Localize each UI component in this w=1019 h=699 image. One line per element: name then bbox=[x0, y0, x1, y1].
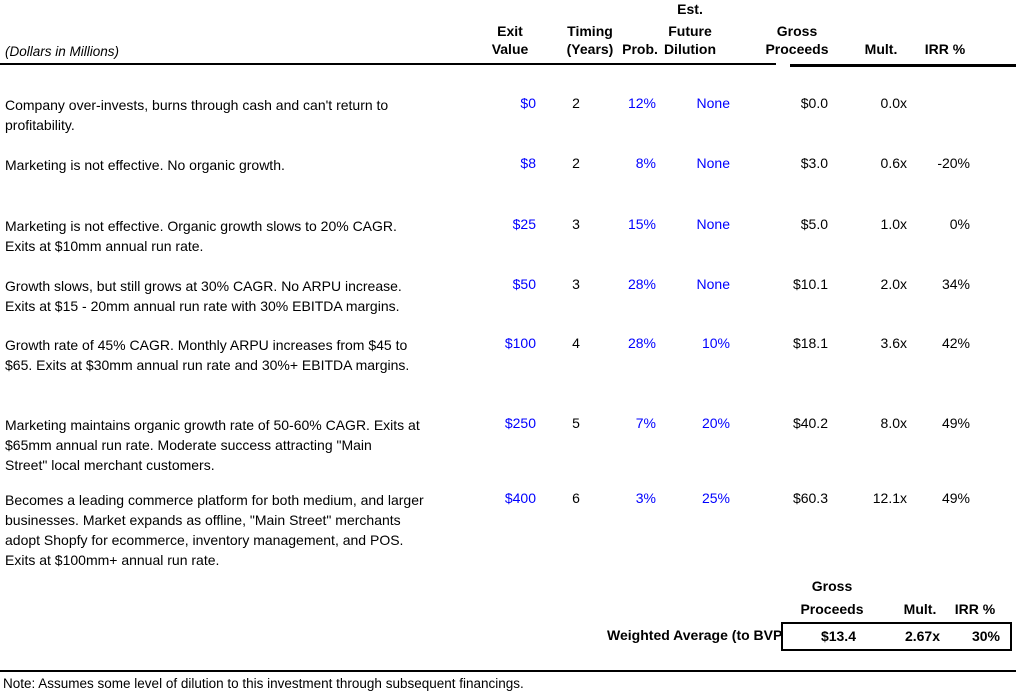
scenario-description: Marketing maintains organic growth rate … bbox=[5, 417, 420, 473]
exit-value-cell: $25 bbox=[512, 216, 536, 232]
weighted-average-irr: 30% bbox=[971, 628, 1000, 644]
weighted-average-box bbox=[781, 622, 1012, 651]
exit-value-cell: $400 bbox=[504, 490, 536, 506]
gross-proceeds-cell: $10.1 bbox=[792, 276, 828, 292]
weighted-average-gross-proceeds: $13.4 bbox=[820, 628, 856, 644]
exit-value-cell: $100 bbox=[504, 335, 536, 351]
summary-header-irr: IRR % bbox=[954, 601, 996, 617]
footnote-rule bbox=[0, 670, 1016, 672]
dilution-cell: None bbox=[696, 216, 730, 232]
probability-cell: 28% bbox=[627, 335, 656, 351]
scenario-description: Growth slows, but still grows at 30% CAG… bbox=[5, 278, 402, 314]
gross-proceeds-cell: $18.1 bbox=[792, 335, 828, 351]
exit-value-cell: $8 bbox=[520, 155, 536, 171]
irr-cell: 42% bbox=[941, 335, 970, 351]
weighted-average-label: Weighted Average (to BVP) bbox=[607, 627, 787, 643]
gross-proceeds-cell: $0.0 bbox=[800, 95, 828, 111]
timing-cell: 2 bbox=[572, 155, 580, 171]
gross-proceeds-cell: $3.0 bbox=[800, 155, 828, 171]
summary-header-gross: Gross bbox=[811, 578, 853, 594]
column-header-prob: Prob. bbox=[622, 41, 658, 57]
gross-proceeds-cell: $40.2 bbox=[792, 415, 828, 431]
column-header-proceeds: Proceeds bbox=[765, 41, 829, 57]
timing-cell: 4 bbox=[572, 335, 580, 351]
column-header-dilution: Dilution bbox=[663, 41, 717, 57]
probability-cell: 15% bbox=[627, 216, 656, 232]
dilution-cell: None bbox=[696, 95, 730, 111]
header-rule-left bbox=[0, 63, 776, 65]
dilution-cell: 25% bbox=[701, 490, 730, 506]
exit-value-cell: $50 bbox=[512, 276, 536, 292]
scenario-description: Becomes a leading commerce platform for … bbox=[5, 492, 424, 568]
column-header-future: Future bbox=[668, 23, 712, 39]
probability-cell: 12% bbox=[627, 95, 656, 111]
probability-cell: 8% bbox=[635, 155, 656, 171]
timing-cell: 3 bbox=[572, 276, 580, 292]
header-rule-right bbox=[790, 64, 1016, 67]
exit-value-cell: $250 bbox=[504, 415, 536, 431]
probability-cell: 28% bbox=[627, 276, 656, 292]
scenario-description: Growth rate of 45% CAGR. Monthly ARPU in… bbox=[5, 337, 410, 373]
column-header-est: Est. bbox=[677, 1, 703, 17]
probability-cell: 7% bbox=[635, 415, 656, 431]
irr-cell: 49% bbox=[941, 415, 970, 431]
timing-cell: 5 bbox=[572, 415, 580, 431]
multiple-cell: 3.6x bbox=[880, 335, 907, 351]
multiple-cell: 8.0x bbox=[880, 415, 907, 431]
dilution-cell: None bbox=[696, 276, 730, 292]
multiple-cell: 12.1x bbox=[872, 490, 907, 506]
probability-cell: 3% bbox=[635, 490, 656, 506]
units-label: (Dollars in Millions) bbox=[5, 44, 120, 59]
timing-cell: 2 bbox=[572, 95, 580, 111]
multiple-cell: 0.0x bbox=[880, 95, 907, 111]
multiple-cell: 0.6x bbox=[880, 155, 907, 171]
timing-cell: 3 bbox=[572, 216, 580, 232]
scenario-description: Marketing is not effective. No organic g… bbox=[5, 157, 285, 173]
summary-header-proceeds: Proceeds bbox=[800, 601, 864, 617]
exit-value-cell: $0 bbox=[520, 95, 536, 111]
column-header-timing-years: (Years) bbox=[566, 41, 614, 57]
irr-cell: 49% bbox=[941, 490, 970, 506]
irr-cell: 34% bbox=[941, 276, 970, 292]
dilution-cell: 10% bbox=[701, 335, 730, 351]
gross-proceeds-cell: $60.3 bbox=[792, 490, 828, 506]
multiple-cell: 1.0x bbox=[880, 216, 907, 232]
irr-cell: 0% bbox=[949, 216, 970, 232]
column-header-gross: Gross bbox=[776, 23, 818, 39]
column-header-irr: IRR % bbox=[924, 41, 966, 57]
gross-proceeds-cell: $5.0 bbox=[800, 216, 828, 232]
column-header-exit-value: Value bbox=[491, 41, 529, 57]
column-header-exit: Exit bbox=[497, 23, 523, 39]
multiple-cell: 2.0x bbox=[880, 276, 907, 292]
irr-cell: -20% bbox=[937, 155, 970, 171]
footnote-text: Note: Assumes some level of dilution to … bbox=[3, 676, 524, 691]
summary-header-mult: Mult. bbox=[903, 601, 937, 617]
column-header-timing: Timing bbox=[567, 23, 613, 39]
timing-cell: 6 bbox=[572, 490, 580, 506]
dilution-cell: 20% bbox=[701, 415, 730, 431]
weighted-average-mult: 2.67x bbox=[904, 628, 940, 644]
scenario-description: Company over-invests, burns through cash… bbox=[5, 97, 389, 133]
scenario-description: Marketing is not effective. Organic grow… bbox=[5, 218, 397, 254]
column-header-mult: Mult. bbox=[864, 41, 898, 57]
dilution-cell: None bbox=[696, 155, 730, 171]
